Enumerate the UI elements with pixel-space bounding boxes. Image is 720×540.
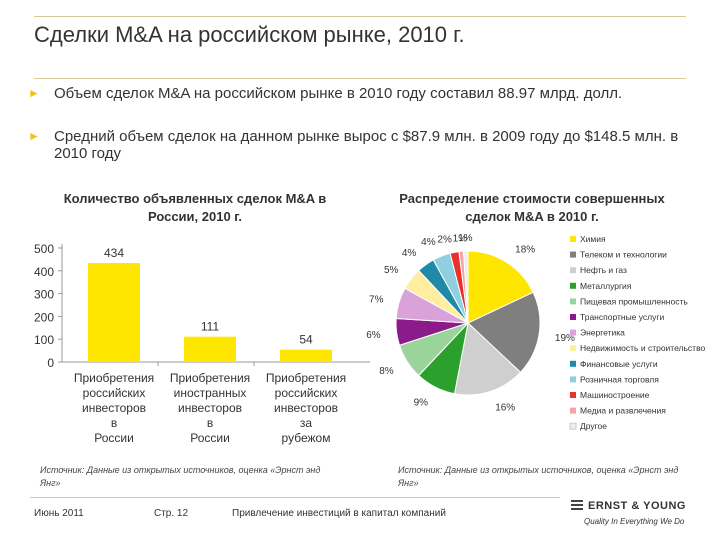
legend-swatch bbox=[570, 407, 576, 414]
footer-subject: Привлечение инвестиций в капитал компани… bbox=[232, 508, 446, 519]
ernst-young-logo-icon bbox=[571, 500, 583, 510]
footer-rule bbox=[30, 497, 560, 498]
legend-label: Другое bbox=[580, 421, 607, 431]
pie-percent-label: 8% bbox=[379, 366, 394, 377]
legend-label: Химия bbox=[580, 234, 606, 244]
legend-swatch bbox=[570, 298, 576, 305]
pie-chart-title: Распределение стоимости совершенных сдел… bbox=[399, 191, 665, 224]
legend-label: Транспортные услуги bbox=[580, 312, 664, 322]
pie-percent-label: 18% bbox=[515, 245, 535, 256]
bar-value-label: 434 bbox=[104, 246, 124, 260]
y-tick-label: 300 bbox=[34, 288, 54, 302]
legend-label: Финансовые услуги bbox=[580, 359, 658, 369]
pie-percent-label: 6% bbox=[366, 330, 381, 341]
bullet-text: Средний объем сделок на данном рынке выр… bbox=[54, 128, 679, 162]
bar bbox=[280, 349, 332, 362]
legend-swatch bbox=[570, 345, 576, 352]
legend-label: Медиа и развлечения bbox=[580, 406, 666, 416]
legend-swatch bbox=[569, 422, 577, 430]
bullet-text: Объем сделок M&A на российском рынке в 2… bbox=[54, 85, 623, 102]
legend-label: Розничная торговля bbox=[580, 374, 659, 384]
bar bbox=[184, 336, 236, 362]
y-tick-label: 100 bbox=[34, 333, 54, 347]
arrow-bullet-icon: ► bbox=[28, 86, 40, 100]
x-category-label: Приобретения российских инвесторов в России bbox=[74, 371, 154, 445]
pie-slice bbox=[453, 322, 522, 396]
logo-tagline: Quality In Everything We Do bbox=[584, 517, 685, 526]
bar-chart-source: Источник: Данные из открытых источников,… bbox=[40, 465, 321, 488]
pie-chart-source: Источник: Данные из открытых источников,… bbox=[398, 465, 679, 488]
bar-value-label: 54 bbox=[299, 333, 313, 347]
y-tick-label: 500 bbox=[34, 242, 54, 256]
page-title: Сделки M&A на российском рынке, 2010 г. bbox=[34, 22, 465, 47]
legend-label: Энергетика bbox=[580, 328, 625, 338]
legend-swatch bbox=[570, 314, 576, 320]
pie-percent-label: 2% bbox=[437, 235, 452, 246]
bar-chart-title: Количество объявленных сделок M&A в Росс… bbox=[63, 191, 327, 224]
legend-label: Пищевая промышленность bbox=[580, 296, 688, 306]
pie-slice bbox=[467, 250, 534, 324]
pie-percent-label: 16% bbox=[495, 403, 515, 414]
footer-page: Стр. 12 bbox=[154, 508, 189, 519]
title-underline bbox=[34, 78, 686, 79]
y-tick-label: 400 bbox=[34, 265, 54, 279]
pie-percent-label: 5% bbox=[384, 265, 399, 276]
legend-swatch bbox=[570, 282, 576, 289]
bar-value-label: 111 bbox=[201, 320, 220, 334]
pie-percent-label: 19% bbox=[555, 333, 575, 344]
legend-swatch bbox=[570, 251, 576, 258]
pie-percent-label: 7% bbox=[369, 294, 384, 305]
legend-label: Недвижимость и строительство bbox=[580, 343, 705, 353]
x-category-label: Приобретения иностранных инвесторов в России bbox=[170, 371, 250, 445]
y-tick-label: 200 bbox=[34, 310, 54, 324]
legend-swatch bbox=[570, 267, 576, 274]
legend-label: Машиностроение bbox=[580, 390, 650, 400]
pie-slice bbox=[462, 250, 469, 324]
legend-swatch bbox=[570, 376, 576, 383]
legend-label: Нефть и газ bbox=[580, 265, 627, 275]
pie-percent-label: 4% bbox=[421, 237, 436, 248]
top-rule bbox=[34, 16, 686, 17]
pie-percent-label: 1% bbox=[458, 233, 473, 244]
pie-percent-label: 4% bbox=[402, 248, 417, 259]
pie-percent-label: 9% bbox=[414, 397, 429, 408]
legend-label: Металлургия bbox=[580, 281, 632, 291]
logo-name: ERNST & YOUNG bbox=[588, 500, 686, 512]
pie-percent-label: 1% bbox=[453, 233, 468, 244]
arrow-bullet-icon: ► bbox=[28, 129, 40, 143]
legend-swatch bbox=[570, 329, 576, 336]
footer-date: Июнь 2011 bbox=[34, 508, 84, 519]
y-tick-label: 0 bbox=[47, 356, 54, 370]
legend-swatch bbox=[570, 236, 576, 242]
legend-label: Телеком и технологии bbox=[580, 250, 667, 260]
bar bbox=[88, 263, 140, 362]
pie-slice bbox=[467, 291, 541, 373]
legend-swatch bbox=[570, 360, 576, 367]
x-category-label: Приобретения российских инвесторов за рубежо… bbox=[266, 371, 346, 445]
legend-swatch bbox=[570, 392, 576, 398]
